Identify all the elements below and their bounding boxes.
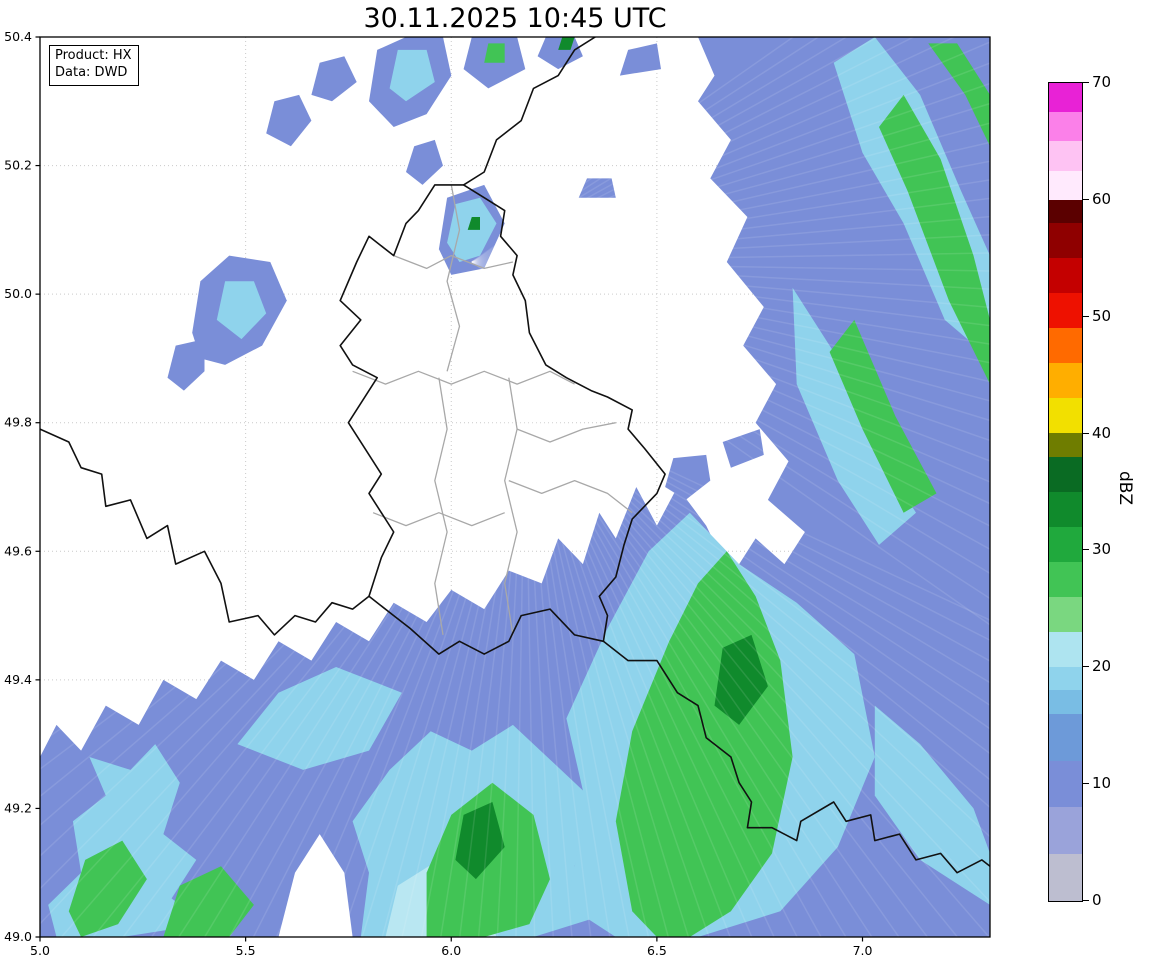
- colorbar-segment: [1049, 83, 1082, 113]
- colorbar-tick-label: 60: [1092, 189, 1112, 208]
- echo-north-cell-1: [266, 94, 312, 147]
- colorbar-tick-mark: [1083, 82, 1089, 83]
- colorbar-segment: [1049, 328, 1082, 364]
- colorbar-tick-mark: [1083, 432, 1089, 434]
- echo-green-east-streak-b: [829, 319, 937, 513]
- colorbar-tick-mark: [1083, 900, 1089, 901]
- colorbar-segment: [1049, 632, 1082, 668]
- y-tick-label: 49.0: [4, 929, 32, 944]
- echo-north-cell-3-core: [389, 49, 435, 102]
- colorbar-segment: [1049, 112, 1082, 142]
- echo-lux-east-streak-1: [665, 454, 711, 500]
- echo-cyan-mid-streak: [237, 667, 402, 770]
- colorbar-segment: [1049, 141, 1082, 171]
- colorbar-tick-label: 10: [1092, 774, 1112, 793]
- echo-lux-east-streak-2: [722, 429, 764, 468]
- plot-frame: [39, 36, 991, 938]
- echo-darkgreen-center-spot: [455, 802, 505, 880]
- y-tick-label: 49.2: [4, 800, 32, 815]
- colorbar-tick-mark: [1083, 315, 1089, 317]
- x-tick-label: 5.0: [30, 943, 50, 958]
- echo-green-east-streak-c: [928, 43, 990, 147]
- colorbar-tick-label: 0: [1092, 891, 1102, 909]
- border-france-germany-border: [602, 640, 990, 874]
- radar-ray-texture: [0, 0, 1000, 968]
- echo-north-cell-2: [311, 56, 357, 102]
- colorbar-tick-label: 50: [1092, 306, 1112, 325]
- colorbar-tick-mark: [1083, 666, 1089, 668]
- border-luxembourg-outline: [339, 184, 666, 655]
- echo-north-cell-5: [537, 37, 583, 70]
- y-tick-label: 50.0: [4, 286, 32, 301]
- echo-gap-wedge: [278, 834, 353, 937]
- timestamp-title: 30.11.2025 10:45 UTC: [363, 3, 667, 34]
- echo-north-cell-9: [619, 43, 661, 76]
- colorbar-tick-mark: [1083, 198, 1089, 200]
- product-info-box: Product: HX Data: DWD: [49, 45, 139, 86]
- x-tick-label: 6.0: [441, 943, 461, 958]
- border-belgium-germany-border: [462, 37, 596, 186]
- colorbar-tick-mark: [1083, 549, 1089, 551]
- y-tick-label: 49.4: [4, 672, 32, 687]
- colorbar-segment: [1049, 223, 1082, 259]
- product-label: Product: HX: [55, 48, 132, 63]
- colorbar-tick-label: 40: [1092, 423, 1112, 442]
- y-tick-label: 50.2: [4, 158, 32, 173]
- echo-west-blob-tail: [167, 339, 205, 391]
- echo-cyan-east-mid: [792, 287, 916, 545]
- echo-north-cell-4-green: [484, 43, 505, 63]
- colorbar-tick-mark: [1083, 783, 1089, 785]
- echo-green-southwest: [68, 840, 147, 937]
- colorbar-segment: [1049, 713, 1082, 761]
- colorbar-unit-label: dBZ: [1115, 470, 1136, 506]
- colorbar-segment: [1049, 667, 1082, 691]
- border-belgium-france-border: [40, 428, 370, 636]
- data-source-label: Data: DWD: [55, 64, 128, 80]
- radar-echo-layer: [40, 37, 990, 937]
- colorbar-segment: [1049, 854, 1082, 901]
- echo-north-cell-7-dark: [467, 217, 480, 230]
- district-borders: [352, 184, 633, 636]
- colorbar-segment: [1049, 491, 1082, 527]
- colorbar-segment: [1049, 807, 1082, 855]
- echo-darkgreen-se-spot: [714, 634, 768, 725]
- y-tick-label: 49.6: [4, 543, 32, 558]
- colorbar-segment: [1049, 433, 1082, 457]
- colorbar-tick-label: 30: [1092, 540, 1112, 559]
- colorbar-segment: [1049, 690, 1082, 714]
- country-borders: [40, 37, 990, 874]
- echo-green-east-streak-a: [879, 94, 990, 385]
- colorbar-segment: [1049, 760, 1082, 808]
- colorbar-segment: [1049, 258, 1082, 294]
- colorbar-tick-label: 70: [1092, 73, 1112, 91]
- radar-plot-svg: 5.0 5.5 6.0 6.5 7.0 49.0 49.2 49.4 49.6 49.8 50.0 5…: [0, 0, 1000, 968]
- colorbar-segment: [1049, 526, 1082, 562]
- echo-north-cell-8: [578, 178, 616, 198]
- colorbar-segment: [1049, 363, 1082, 399]
- x-tick-label: 7.0: [853, 943, 873, 958]
- colorbar-segment: [1049, 199, 1082, 224]
- y-tick-label: 50.4: [4, 29, 32, 44]
- echo-west-blob-core: [216, 281, 267, 340]
- x-tick-label: 6.5: [647, 943, 667, 958]
- colorbar-segment: [1049, 398, 1082, 434]
- x-tick-label: 5.5: [236, 943, 256, 958]
- echo-north-cell-5-dark: [558, 37, 575, 50]
- colorbar-tick-label: 20: [1092, 657, 1112, 676]
- colorbar-segment: [1049, 561, 1082, 597]
- colorbar-segment: [1049, 597, 1082, 633]
- colorbar-segment: [1049, 170, 1082, 200]
- colorbar-segment: [1049, 456, 1082, 492]
- colorbar-segment: [1049, 293, 1082, 329]
- echo-green-bottom-left: [163, 866, 254, 937]
- echo-north-cell-6: [406, 139, 443, 185]
- echo-cyan-east-low: [874, 705, 990, 905]
- colorbar: [1048, 82, 1083, 902]
- axis-ticks: 5.0 5.5 6.0 6.5 7.0 49.0 49.2 49.4 49.6 49.8 50.0 5…: [4, 29, 872, 958]
- y-tick-label: 49.8: [4, 415, 32, 430]
